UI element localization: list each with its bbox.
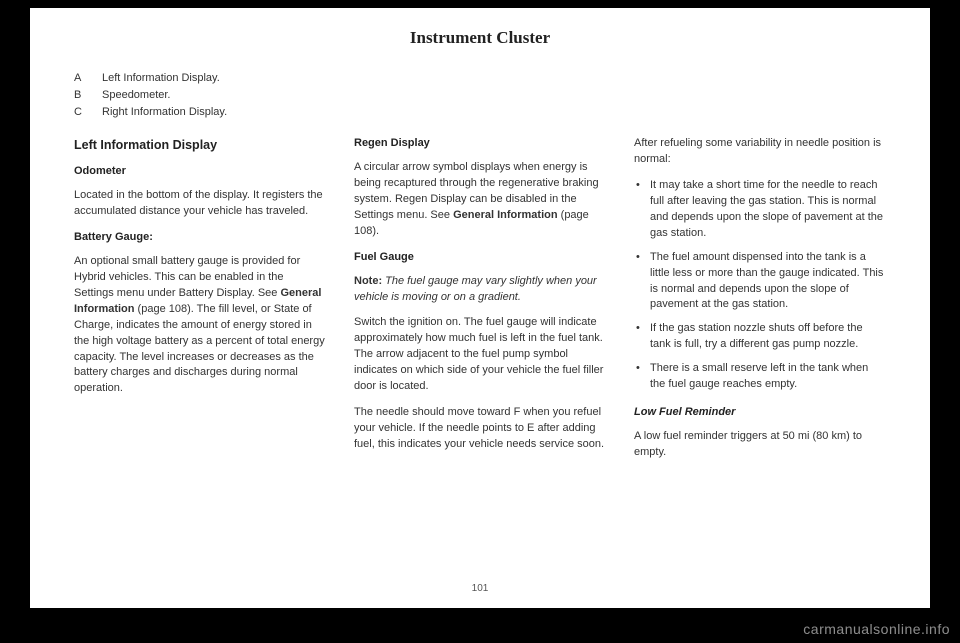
- lowfuel-paragraph: A low fuel reminder triggers at 50 mi (8…: [634, 429, 886, 461]
- page-number: 101: [472, 583, 489, 594]
- watermark-text: carmanualsonline.info: [803, 621, 950, 637]
- note-text: The fuel gauge may vary slightly when yo…: [354, 275, 597, 303]
- fuel-paragraph-2: The needle should move toward F when you…: [354, 405, 606, 453]
- page-title: Instrument Cluster: [74, 28, 886, 48]
- legend-letter: B: [74, 89, 102, 101]
- section-heading: Left Information Display: [74, 136, 326, 154]
- column-left: Left Information Display Odometer Locate…: [74, 136, 326, 471]
- fuel-paragraph-1: Switch the ignition on. The fuel gauge w…: [354, 315, 606, 395]
- list-item: The fuel amount dispensed into the tank …: [634, 250, 886, 314]
- legend-text: Right Information Display.: [102, 106, 227, 118]
- column-middle: Regen Display A circular arrow symbol di…: [354, 136, 606, 471]
- sub-heading-fuel: Fuel Gauge: [354, 250, 606, 266]
- note-label: Note:: [354, 275, 382, 287]
- legend-text: Speedometer.: [102, 89, 171, 101]
- legend-letter: A: [74, 72, 102, 84]
- legend-row: A Left Information Display.: [74, 72, 886, 84]
- sub-heading-regen: Regen Display: [354, 136, 606, 152]
- odometer-paragraph: Located in the bottom of the display. It…: [74, 188, 326, 220]
- list-item: There is a small reserve left in the tan…: [634, 361, 886, 393]
- regen-ref: General Information: [453, 209, 558, 221]
- sub-heading-odometer: Odometer: [74, 164, 326, 180]
- legend-text: Left Information Display.: [102, 72, 220, 84]
- sub-heading-lowfuel: Low Fuel Reminder: [634, 405, 886, 421]
- battery-text-2: (page 108). The fill level, or State of …: [74, 303, 325, 395]
- content-columns: Left Information Display Odometer Locate…: [74, 136, 886, 471]
- battery-text-1: An optional small battery gauge is provi…: [74, 255, 300, 299]
- regen-paragraph: A circular arrow symbol displays when en…: [354, 160, 606, 240]
- fuel-note: Note: The fuel gauge may vary slightly w…: [354, 274, 606, 306]
- refuel-intro: After refueling some variability in need…: [634, 136, 886, 168]
- list-item: It may take a short time for the needle …: [634, 178, 886, 242]
- refuel-bullets: It may take a short time for the needle …: [634, 178, 886, 393]
- battery-paragraph: An optional small battery gauge is provi…: [74, 254, 326, 397]
- legend-list: A Left Information Display. B Speedomete…: [74, 72, 886, 118]
- legend-letter: C: [74, 106, 102, 118]
- legend-row: C Right Information Display.: [74, 106, 886, 118]
- manual-page: Instrument Cluster A Left Information Di…: [30, 8, 930, 608]
- list-item: If the gas station nozzle shuts off befo…: [634, 321, 886, 353]
- column-right: After refueling some variability in need…: [634, 136, 886, 471]
- sub-heading-battery: Battery Gauge:: [74, 230, 326, 246]
- legend-row: B Speedometer.: [74, 89, 886, 101]
